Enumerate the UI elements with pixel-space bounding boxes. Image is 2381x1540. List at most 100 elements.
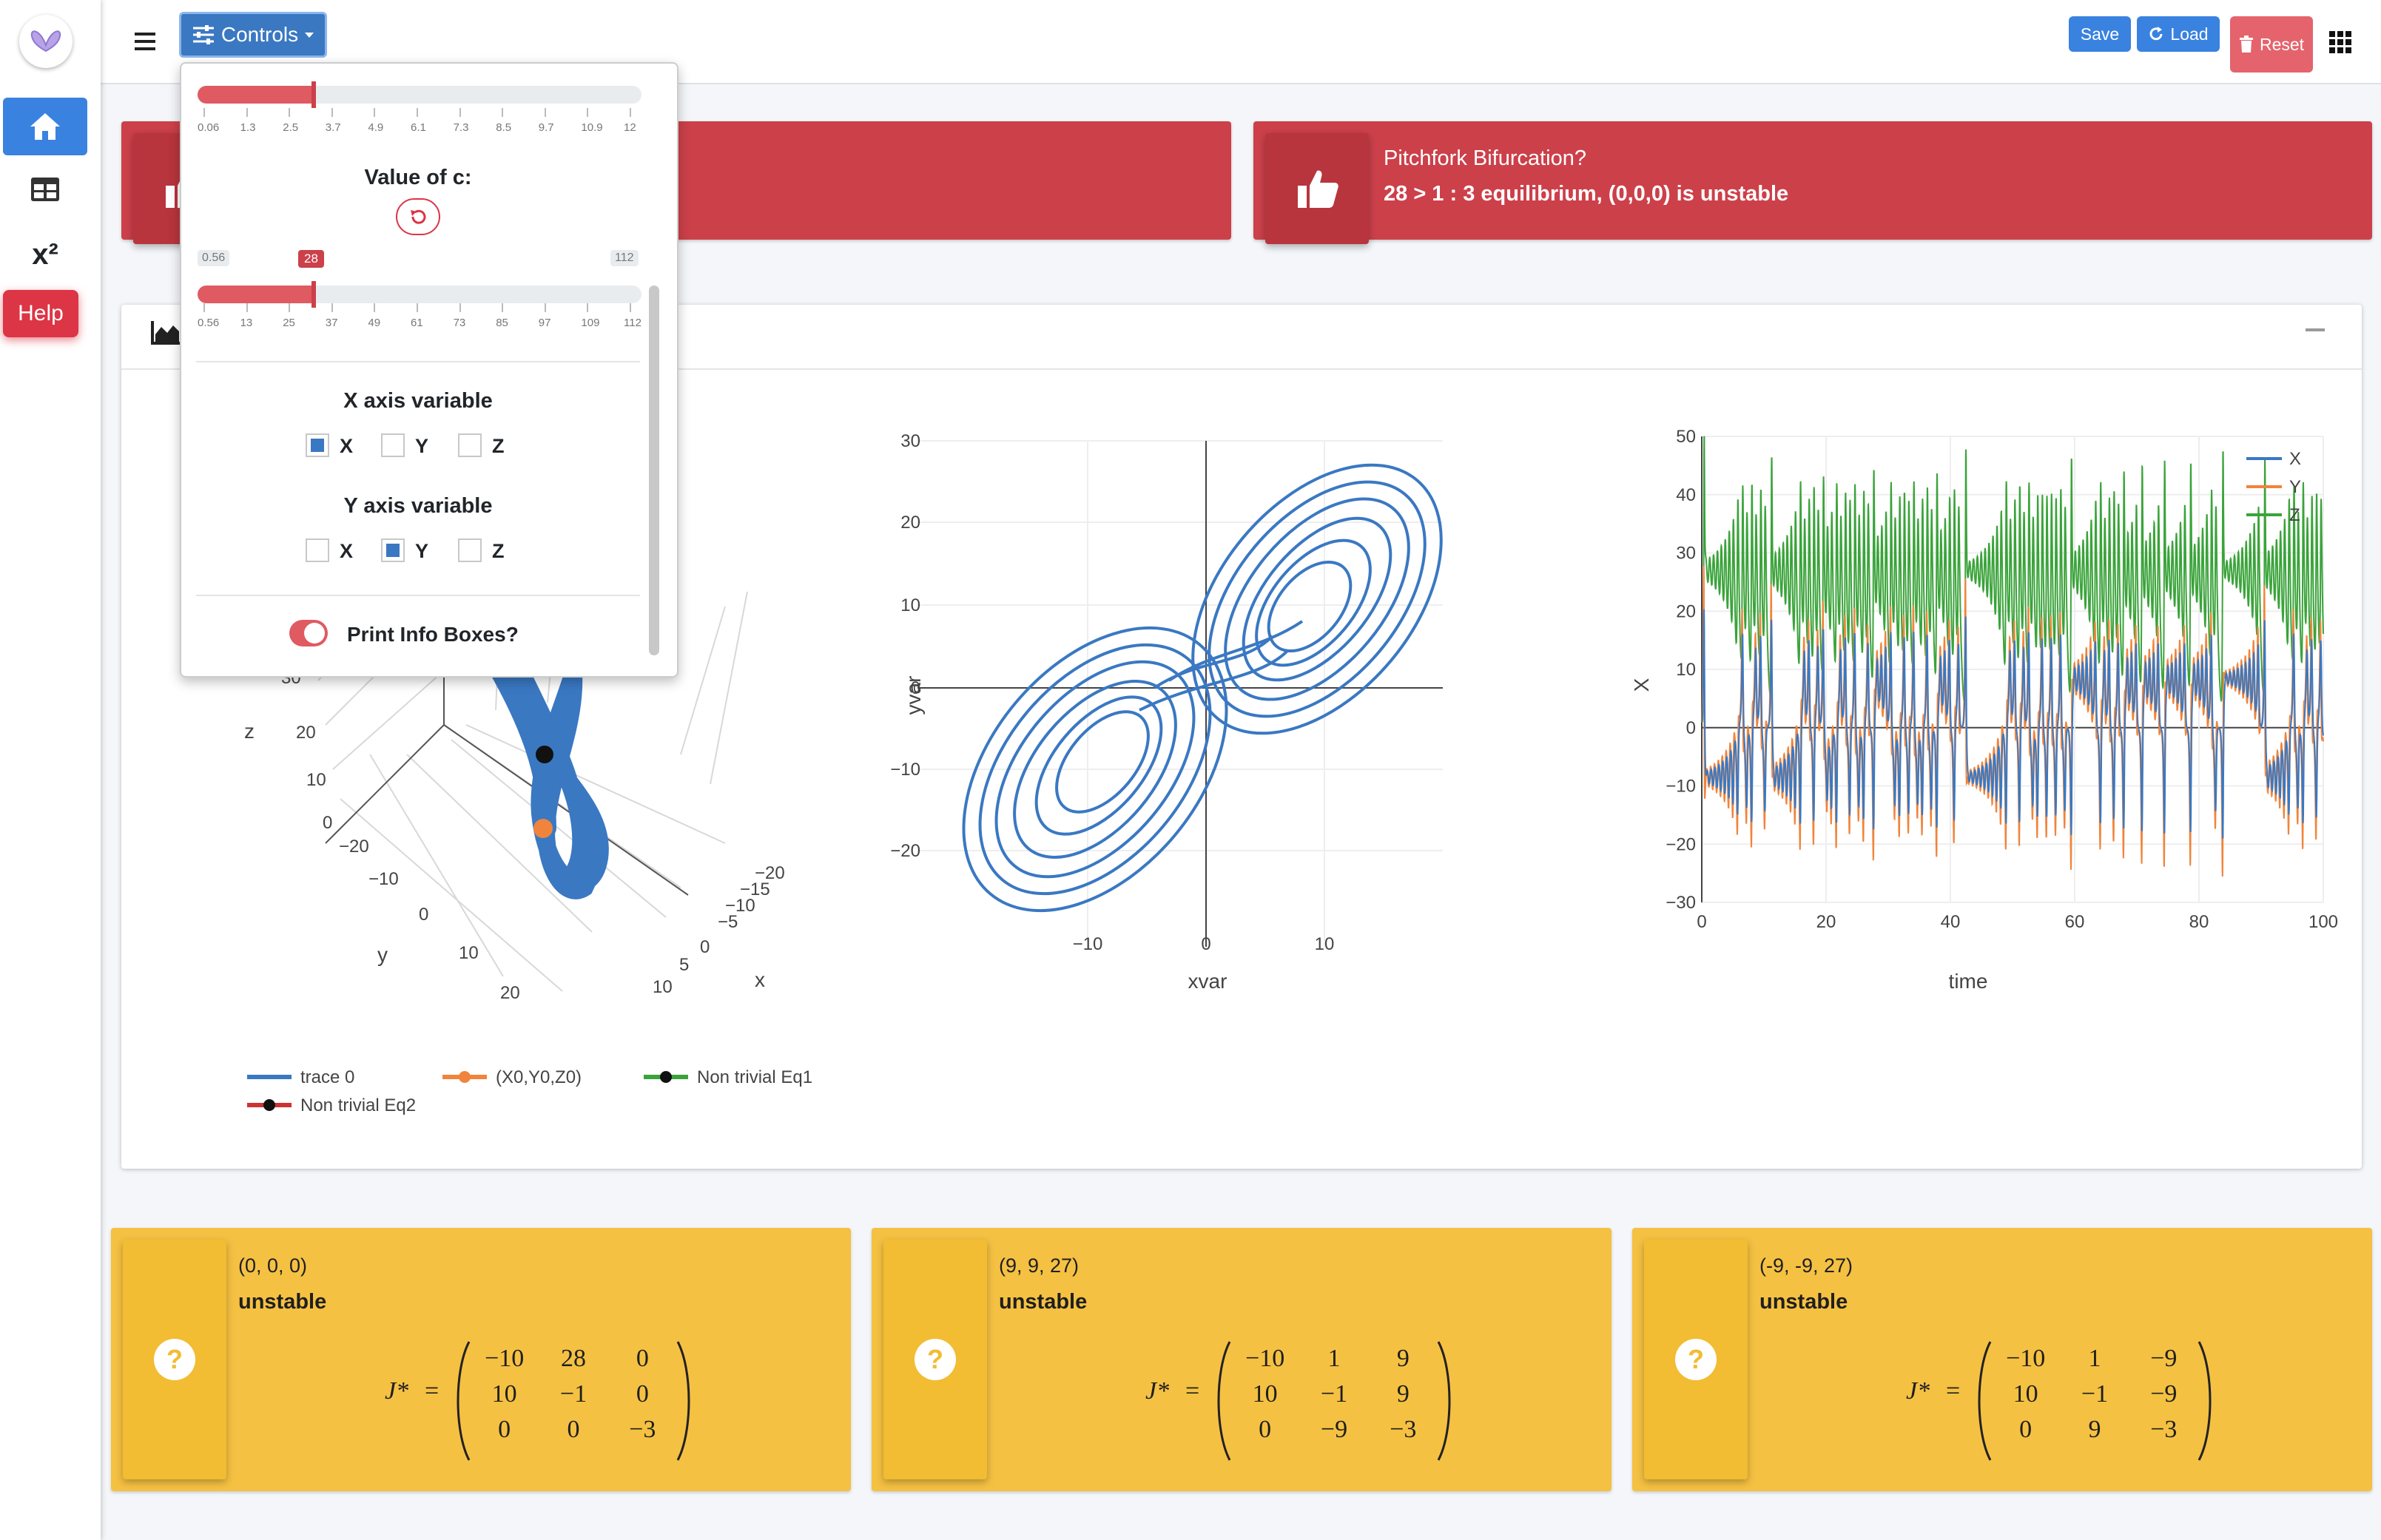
pitchfork-title: Pitchfork Bifurcation? [1384, 146, 1587, 170]
help-button[interactable]: Help [3, 290, 78, 337]
matrix-values-2: −10 1 9 10 −1 9 0 −9 −3 [1245, 1345, 1417, 1443]
svg-text:−20: −20 [890, 841, 920, 861]
controls-scrollbar[interactable] [649, 286, 659, 655]
y-axis-z-label: Z [492, 540, 505, 562]
controls-dropdown-button[interactable]: Controls [179, 12, 327, 58]
time-x-ticks: 0 20 40 60 80 100 [1697, 912, 2338, 932]
svg-text:5: 5 [679, 955, 689, 975]
svg-text:?: ? [927, 1344, 943, 1374]
phase-3d-plot[interactable]: z y x 30 20 10 0 −20 −10 0 10 20 −20 −15… [148, 370, 858, 1006]
legend-item-eq1[interactable]: Non trivial Eq1 [644, 1067, 812, 1087]
caret-down-icon [305, 33, 314, 38]
slider-tick-label: 25 [283, 317, 295, 329]
apps-grid-icon[interactable] [2329, 31, 2351, 53]
parameter-slider[interactable] [198, 81, 641, 108]
time-y-tick: −10 [1666, 777, 1696, 797]
sidebar-item-table[interactable] [3, 161, 87, 217]
y-axis-z-checkbox[interactable] [458, 538, 482, 562]
time-x-tick: 0 [1697, 912, 1706, 932]
svg-text:−10: −10 [368, 869, 399, 889]
app-logo[interactable] [19, 15, 73, 68]
table-icon [31, 178, 59, 201]
x-axis-label-3d: x [755, 968, 765, 991]
slider-tick-label: 4.9 [368, 121, 384, 134]
phase-trajectory [962, 463, 1443, 913]
legend-item-x[interactable]: X [2246, 449, 2301, 469]
svg-text:10: 10 [900, 595, 920, 615]
parameter-slider-handle[interactable] [311, 81, 316, 108]
time-y-tick: 50 [1676, 427, 1696, 447]
plot3d-legend: trace 0 (X0,Y0,Z0) Non trivial Eq1 Non t… [247, 1067, 812, 1115]
svg-text:10: 10 [653, 977, 673, 997]
c-value-slider[interactable] [198, 281, 641, 308]
slider-tick-label: 13 [240, 317, 253, 329]
y-axis-y-checkbox[interactable] [381, 538, 405, 562]
slider-tick-label: 1.3 [240, 121, 256, 134]
legend-item-z[interactable]: Z [2246, 505, 2300, 525]
z-tick-labels: 30 20 10 0 [281, 668, 332, 833]
slider-tick-label: 73 [453, 317, 466, 329]
y-axis-y-label: Y [415, 540, 429, 562]
equilibrium-card-positive: ? (9, 9, 27) unstable J* = −10 1 9 10 −1 9 0… [872, 1228, 1612, 1491]
equilibrium-card-negative: ? (-9, -9, 27) unstable J* = −10 1 −9 10 −1… [1632, 1228, 2372, 1491]
phase-y-axis-title: yvar [902, 676, 925, 715]
matrix-values-1: −10 28 0 10 −1 0 0 0 −3 [485, 1345, 656, 1443]
sidebar-item-home[interactable] [3, 98, 87, 155]
time-y-tick: −30 [1666, 893, 1696, 913]
plot-card-header [121, 305, 2362, 370]
slider-tick-label: 85 [496, 317, 508, 329]
home-icon [30, 113, 60, 140]
load-button[interactable]: Load [2137, 16, 2220, 52]
reset-c-button[interactable] [396, 198, 440, 235]
slider-tick-label: 7.3 [453, 121, 469, 134]
time-y-ticks: 50 40 30 20 10 0 −10 −20 −30 [1666, 427, 1696, 913]
legend-item-initial[interactable]: (X0,Y0,Z0) [442, 1067, 582, 1087]
x-axis-z-checkbox[interactable] [458, 433, 482, 457]
load-label: Load [2170, 24, 2209, 44]
z-axis-label: z [244, 720, 255, 743]
phase-plane-chart[interactable]: 30 20 10 0 −10 −20 −10 0 10 xvar yvar [888, 414, 1480, 1006]
trash-icon [2239, 36, 2253, 53]
time-legend: X Y Z [2246, 449, 2301, 525]
area-chart-icon [151, 321, 181, 345]
time-y-tick: 0 [1686, 718, 1696, 738]
y-axis-x-checkbox[interactable] [306, 538, 329, 562]
legend-item-trace0[interactable]: trace 0 [247, 1067, 354, 1087]
svg-text:−20: −20 [755, 863, 785, 883]
c-slider-handle[interactable] [311, 281, 316, 308]
attractor-3d-trace [487, 568, 609, 899]
hamburger-menu-icon[interactable] [135, 33, 155, 50]
question-circle-icon: ? [915, 1339, 956, 1380]
series-z-line [1701, 436, 2324, 723]
x-axis-x-checkbox[interactable] [306, 433, 329, 457]
slider-tick-label: 2.5 [283, 121, 299, 134]
slider-tick-label: 109 [581, 317, 600, 329]
legend-item-eq2[interactable]: Non trivial Eq2 [247, 1095, 416, 1115]
c-max-badge: 112 [610, 250, 639, 266]
equilibrium-stability-1: unstable [238, 1290, 327, 1314]
slider-tick-label: 61 [411, 317, 423, 329]
svg-text:10: 10 [306, 770, 326, 790]
slider-tick-label: 0.56 [198, 317, 220, 329]
equilibrium-stability-2: unstable [999, 1290, 1088, 1314]
svg-text:10: 10 [459, 943, 479, 963]
time-x-tick: 20 [1816, 912, 1836, 932]
undo-icon [411, 209, 426, 224]
equilibrium-icon-2: ? [883, 1240, 987, 1479]
collapse-card-button[interactable] [2306, 328, 2325, 331]
svg-text:Non trivial Eq1: Non trivial Eq1 [697, 1067, 812, 1087]
equilibrium-stability-3: unstable [1759, 1290, 1848, 1314]
print-info-toggle[interactable] [289, 620, 328, 646]
reset-button[interactable]: Reset [2230, 16, 2313, 72]
sidebar-item-math[interactable]: x² [32, 237, 58, 271]
slider-tick-label: 8.5 [496, 121, 512, 134]
slider-tick-label: 97 [538, 317, 551, 329]
save-button[interactable]: Save [2069, 16, 2131, 52]
slider-tick-label: 0.06 [198, 121, 220, 134]
legend-item-y[interactable]: Y [2246, 477, 2301, 497]
time-x-tick: 60 [2065, 912, 2085, 932]
svg-text:20: 20 [296, 723, 316, 743]
equilibrium-icon-3: ? [1644, 1240, 1748, 1479]
x-axis-y-checkbox[interactable] [381, 433, 405, 457]
